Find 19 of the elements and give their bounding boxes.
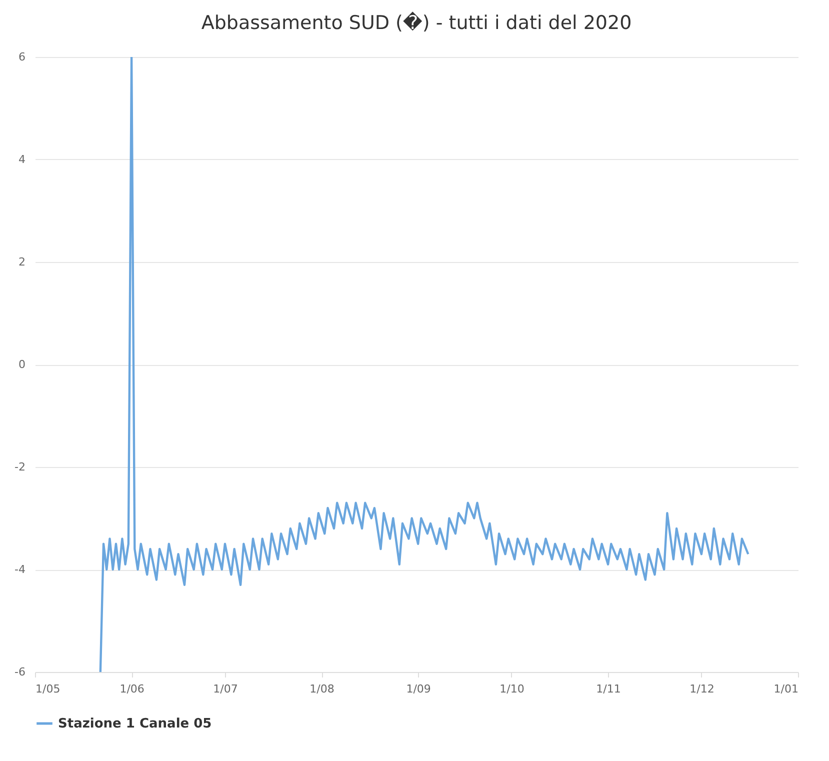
chart-title: Abbassamento SUD (�) - tutti i dati del 2020 [201, 11, 632, 34]
y-tick-label: -2 [14, 460, 26, 474]
x-tick-label: 1/05 [36, 682, 60, 696]
x-tick-label: 1/06 [120, 682, 144, 696]
x-tick-label: 1/01 [774, 682, 798, 696]
y-tick-label: 2 [18, 256, 26, 268]
x-tick-label: 1/07 [213, 682, 238, 696]
x-tick-label: 1/08 [310, 682, 334, 696]
x-tick-label: 1/12 [690, 682, 714, 696]
line-series [99, 57, 750, 672]
y-tick-label: -6 [14, 666, 26, 678]
y-tick-label: 0 [18, 358, 26, 371]
y-tick-label: 6 [18, 50, 26, 64]
y-tick-label: 4 [18, 153, 26, 166]
x-tick-label: 1/10 [500, 682, 524, 696]
legend-label: Stazione 1 Canale 05 [58, 716, 212, 732]
x-tick-label: 1/09 [406, 682, 431, 696]
x-tick-label: 1/11 [596, 682, 621, 696]
y-tick-label: -4 [14, 563, 26, 576]
